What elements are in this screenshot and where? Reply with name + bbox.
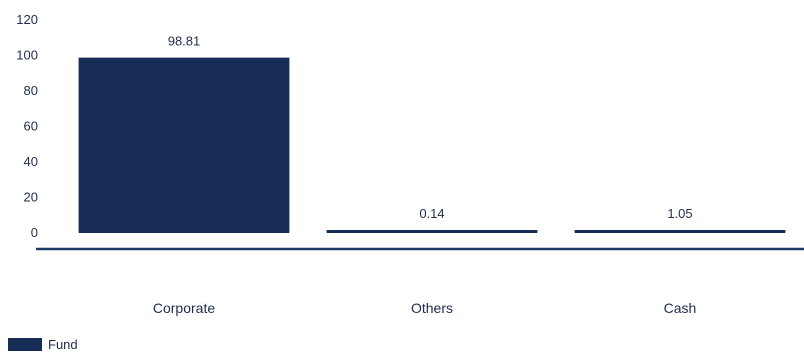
y-tick-label-0: 0 xyxy=(31,225,38,240)
category-label-corporate: Corporate xyxy=(153,300,215,316)
legend-swatch-fund xyxy=(8,338,42,351)
data-label-cash: 1.05 xyxy=(667,206,692,221)
y-tick-label-120: 120 xyxy=(16,12,38,27)
category-label-cash: Cash xyxy=(664,300,697,316)
data-label-others: 0.14 xyxy=(419,206,444,221)
category-label-others: Others xyxy=(411,300,453,316)
legend: Fund xyxy=(8,337,78,352)
data-label-corporate: 98.81 xyxy=(168,34,201,49)
y-tick-label-80: 80 xyxy=(24,83,38,98)
y-tick-label-60: 60 xyxy=(24,119,38,134)
legend-label-fund: Fund xyxy=(48,337,78,352)
y-tick-label-40: 40 xyxy=(24,154,38,169)
y-tick-label-100: 100 xyxy=(16,48,38,63)
bar-cash xyxy=(574,230,786,233)
bar-corporate xyxy=(78,57,290,234)
y-tick-label-20: 20 xyxy=(24,190,38,205)
bar-others xyxy=(326,230,538,233)
